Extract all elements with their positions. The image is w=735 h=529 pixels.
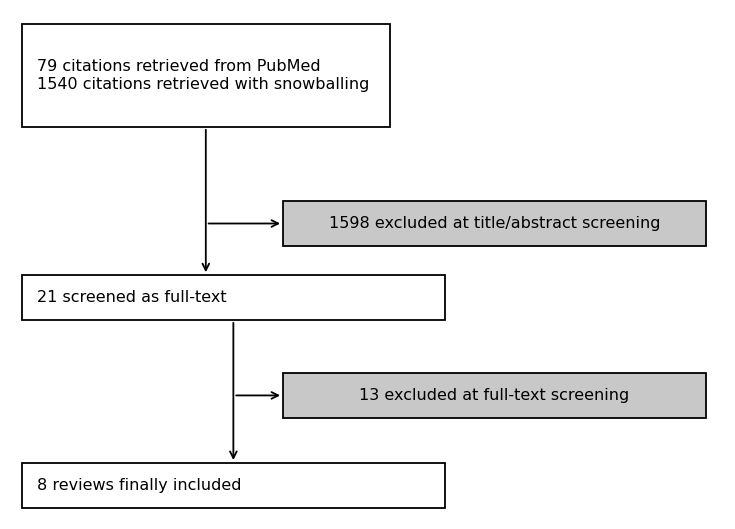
FancyBboxPatch shape bbox=[283, 201, 706, 246]
FancyBboxPatch shape bbox=[22, 463, 445, 508]
FancyBboxPatch shape bbox=[22, 275, 445, 320]
FancyBboxPatch shape bbox=[22, 24, 390, 127]
Text: 79 citations retrieved from PubMed
1540 citations retrieved with snowballing: 79 citations retrieved from PubMed 1540 … bbox=[37, 59, 369, 92]
Text: 8 reviews finally included: 8 reviews finally included bbox=[37, 478, 241, 493]
Text: 21 screened as full-text: 21 screened as full-text bbox=[37, 290, 226, 305]
Text: 1598 excluded at title/abstract screening: 1598 excluded at title/abstract screenin… bbox=[329, 216, 660, 231]
FancyBboxPatch shape bbox=[283, 373, 706, 418]
Text: 13 excluded at full-text screening: 13 excluded at full-text screening bbox=[359, 388, 629, 403]
